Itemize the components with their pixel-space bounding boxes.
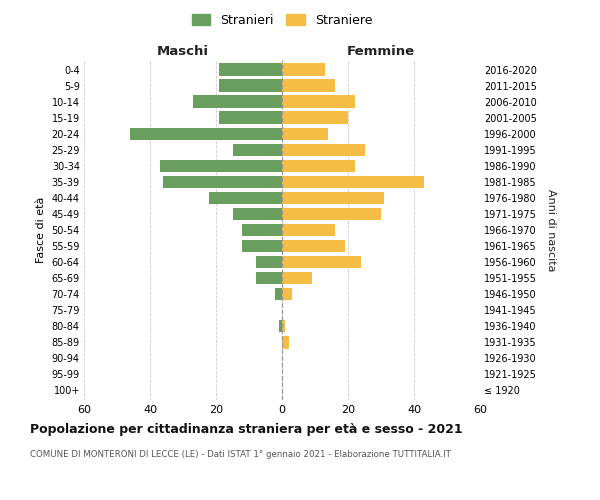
Bar: [242, 224, 282, 236]
Bar: [282, 320, 286, 332]
Bar: [275, 288, 282, 300]
Bar: [130, 128, 282, 140]
Bar: [282, 208, 381, 220]
Bar: [160, 160, 282, 172]
Text: Maschi: Maschi: [157, 46, 209, 59]
Bar: [282, 192, 385, 204]
Bar: [220, 64, 282, 76]
Bar: [256, 256, 282, 268]
Bar: [242, 240, 282, 252]
Text: Femmine: Femmine: [347, 46, 415, 59]
Bar: [220, 112, 282, 124]
Bar: [282, 288, 292, 300]
Bar: [163, 176, 282, 188]
Bar: [282, 64, 325, 76]
Y-axis label: Anni di nascita: Anni di nascita: [547, 188, 556, 271]
Bar: [282, 160, 355, 172]
Text: COMUNE DI MONTERONI DI LECCE (LE) - Dati ISTAT 1° gennaio 2021 - Elaborazione TU: COMUNE DI MONTERONI DI LECCE (LE) - Dati…: [30, 450, 451, 459]
Bar: [282, 144, 365, 156]
Bar: [282, 336, 289, 348]
Legend: Stranieri, Straniere: Stranieri, Straniere: [187, 8, 377, 32]
Bar: [282, 176, 424, 188]
Bar: [256, 272, 282, 284]
Bar: [209, 192, 282, 204]
Bar: [220, 80, 282, 92]
Bar: [282, 128, 328, 140]
Bar: [282, 80, 335, 92]
Bar: [282, 256, 361, 268]
Bar: [282, 96, 355, 108]
Y-axis label: Fasce di età: Fasce di età: [36, 197, 46, 263]
Bar: [233, 208, 282, 220]
Text: Popolazione per cittadinanza straniera per età e sesso - 2021: Popolazione per cittadinanza straniera p…: [30, 422, 463, 436]
Bar: [282, 224, 335, 236]
Bar: [193, 96, 282, 108]
Bar: [278, 320, 282, 332]
Bar: [282, 272, 312, 284]
Bar: [233, 144, 282, 156]
Bar: [282, 240, 344, 252]
Bar: [282, 112, 348, 124]
